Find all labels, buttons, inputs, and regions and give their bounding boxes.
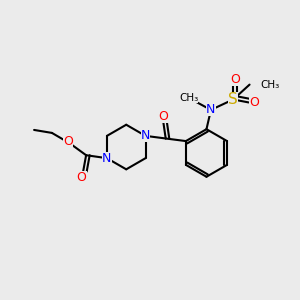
Text: N: N: [206, 103, 216, 116]
Text: O: O: [158, 110, 168, 123]
Text: N: N: [102, 152, 112, 165]
Text: O: O: [249, 96, 259, 109]
Text: S: S: [228, 92, 238, 107]
Text: CH₃: CH₃: [179, 93, 198, 103]
Text: O: O: [63, 135, 73, 148]
Text: N: N: [141, 129, 150, 142]
Text: O: O: [230, 74, 240, 86]
Text: O: O: [77, 171, 87, 184]
Text: CH₃: CH₃: [261, 80, 280, 90]
